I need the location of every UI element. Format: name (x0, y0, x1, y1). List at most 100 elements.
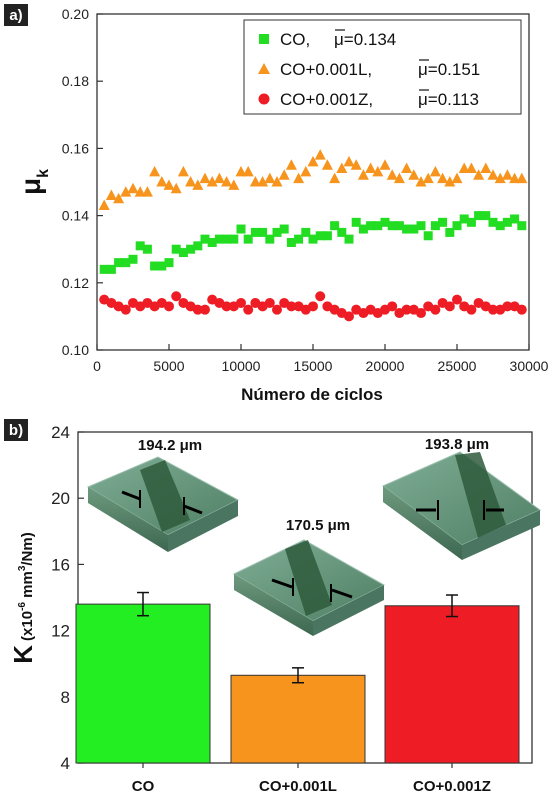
data-point (163, 179, 175, 190)
legend-label-co: CO, (280, 30, 310, 49)
data-point (423, 231, 433, 241)
data-point (438, 217, 448, 227)
data-point (330, 221, 340, 231)
x-tick-label: 0 (93, 358, 101, 374)
svg-text:K(x10-6 mm3/Nm): K (x10-6 mm3/Nm) (8, 532, 38, 663)
data-point (437, 172, 449, 184)
data-point (415, 176, 427, 187)
y-tick-label: 0.16 (62, 140, 89, 156)
data-point (372, 165, 384, 177)
data-point (178, 248, 188, 258)
y-axis-b-label-exp1: -6 (17, 602, 28, 611)
x-tick-label: 5000 (153, 358, 184, 374)
data-point (516, 304, 527, 315)
data-point (365, 162, 377, 174)
legend-value-l: μ=0.151 (418, 60, 480, 79)
data-point (314, 149, 326, 160)
data-point (228, 179, 240, 190)
data-point (394, 221, 404, 231)
panel-b: b) 4 8 12 16 20 24 CO CO+0.001L CO+0.001Z K (x10… (4, 419, 541, 795)
y-axis-b-label-exp2: 3 (17, 565, 28, 571)
x-tick-label: CO+0.001L (259, 778, 337, 795)
data-point (170, 182, 182, 194)
data-point (214, 234, 224, 244)
legend-marker-z (258, 93, 270, 105)
data-point (487, 169, 499, 180)
data-point (473, 169, 485, 180)
panel-a-label-box (4, 4, 28, 26)
data-point (229, 234, 239, 244)
data-point (271, 176, 283, 187)
bar-co-0-001z (384, 605, 520, 764)
data-point (121, 258, 131, 268)
data-point (222, 234, 232, 244)
data-point (445, 227, 455, 237)
data-point (149, 165, 161, 177)
data-point (120, 186, 132, 197)
error-bar (137, 591, 149, 617)
data-point (517, 221, 527, 231)
data-point (242, 165, 254, 177)
data-point (422, 172, 434, 184)
y-axis-b-label-mid: mm (19, 571, 36, 602)
data-point (285, 159, 297, 170)
data-point (157, 261, 167, 271)
data-point (451, 172, 463, 184)
data-point (315, 291, 326, 302)
data-point (401, 162, 413, 174)
data-point (336, 162, 348, 174)
data-point (250, 227, 260, 237)
data-point (243, 304, 254, 315)
data-point (474, 211, 484, 221)
x-tick-label: 10000 (222, 358, 261, 374)
data-point (501, 169, 513, 180)
data-point (502, 217, 512, 227)
data-point (387, 221, 397, 231)
data-point (186, 244, 196, 254)
data-point (150, 261, 160, 271)
data-point (387, 301, 398, 312)
data-point (199, 172, 211, 184)
legend-value-z: μ=0.113 (418, 90, 479, 109)
data-point (258, 227, 268, 237)
data-point (300, 165, 312, 177)
wear-track-image-l (232, 539, 386, 636)
data-point (286, 301, 297, 312)
svg-text:μk: μk (15, 169, 52, 195)
data-point (221, 176, 233, 187)
data-point (416, 308, 426, 319)
annotation-co: 194.2 μm (138, 437, 202, 454)
data-point (235, 165, 247, 177)
data-point (343, 155, 355, 167)
x-tick-label: 15000 (294, 358, 333, 374)
data-point (308, 301, 318, 312)
data-point (114, 258, 124, 268)
data-point (502, 301, 513, 312)
data-point (452, 294, 462, 305)
x-tick-label: 25000 (438, 358, 477, 374)
data-point (105, 189, 117, 200)
data-point (307, 155, 319, 167)
legend-marker-l (258, 63, 270, 74)
data-point (481, 211, 491, 221)
data-point (329, 172, 341, 184)
error-bar (446, 594, 458, 618)
x-axis-a: 0 5000 10000 15000 20000 25000 30000 (93, 344, 549, 374)
data-point (516, 172, 528, 184)
data-point (458, 162, 470, 174)
data-point (265, 234, 275, 244)
y-tick-label: 20 (51, 489, 70, 508)
arrow-left-icon (271, 578, 293, 589)
data-point (444, 176, 456, 187)
data-point (351, 217, 361, 227)
data-point (213, 172, 225, 184)
data-point (444, 301, 455, 312)
data-point (301, 227, 311, 237)
data-point (294, 234, 304, 244)
data-point (466, 217, 476, 227)
data-point (402, 224, 412, 234)
data-point (192, 304, 203, 315)
data-point (120, 304, 131, 315)
data-point (200, 234, 210, 244)
data-point (106, 264, 116, 274)
